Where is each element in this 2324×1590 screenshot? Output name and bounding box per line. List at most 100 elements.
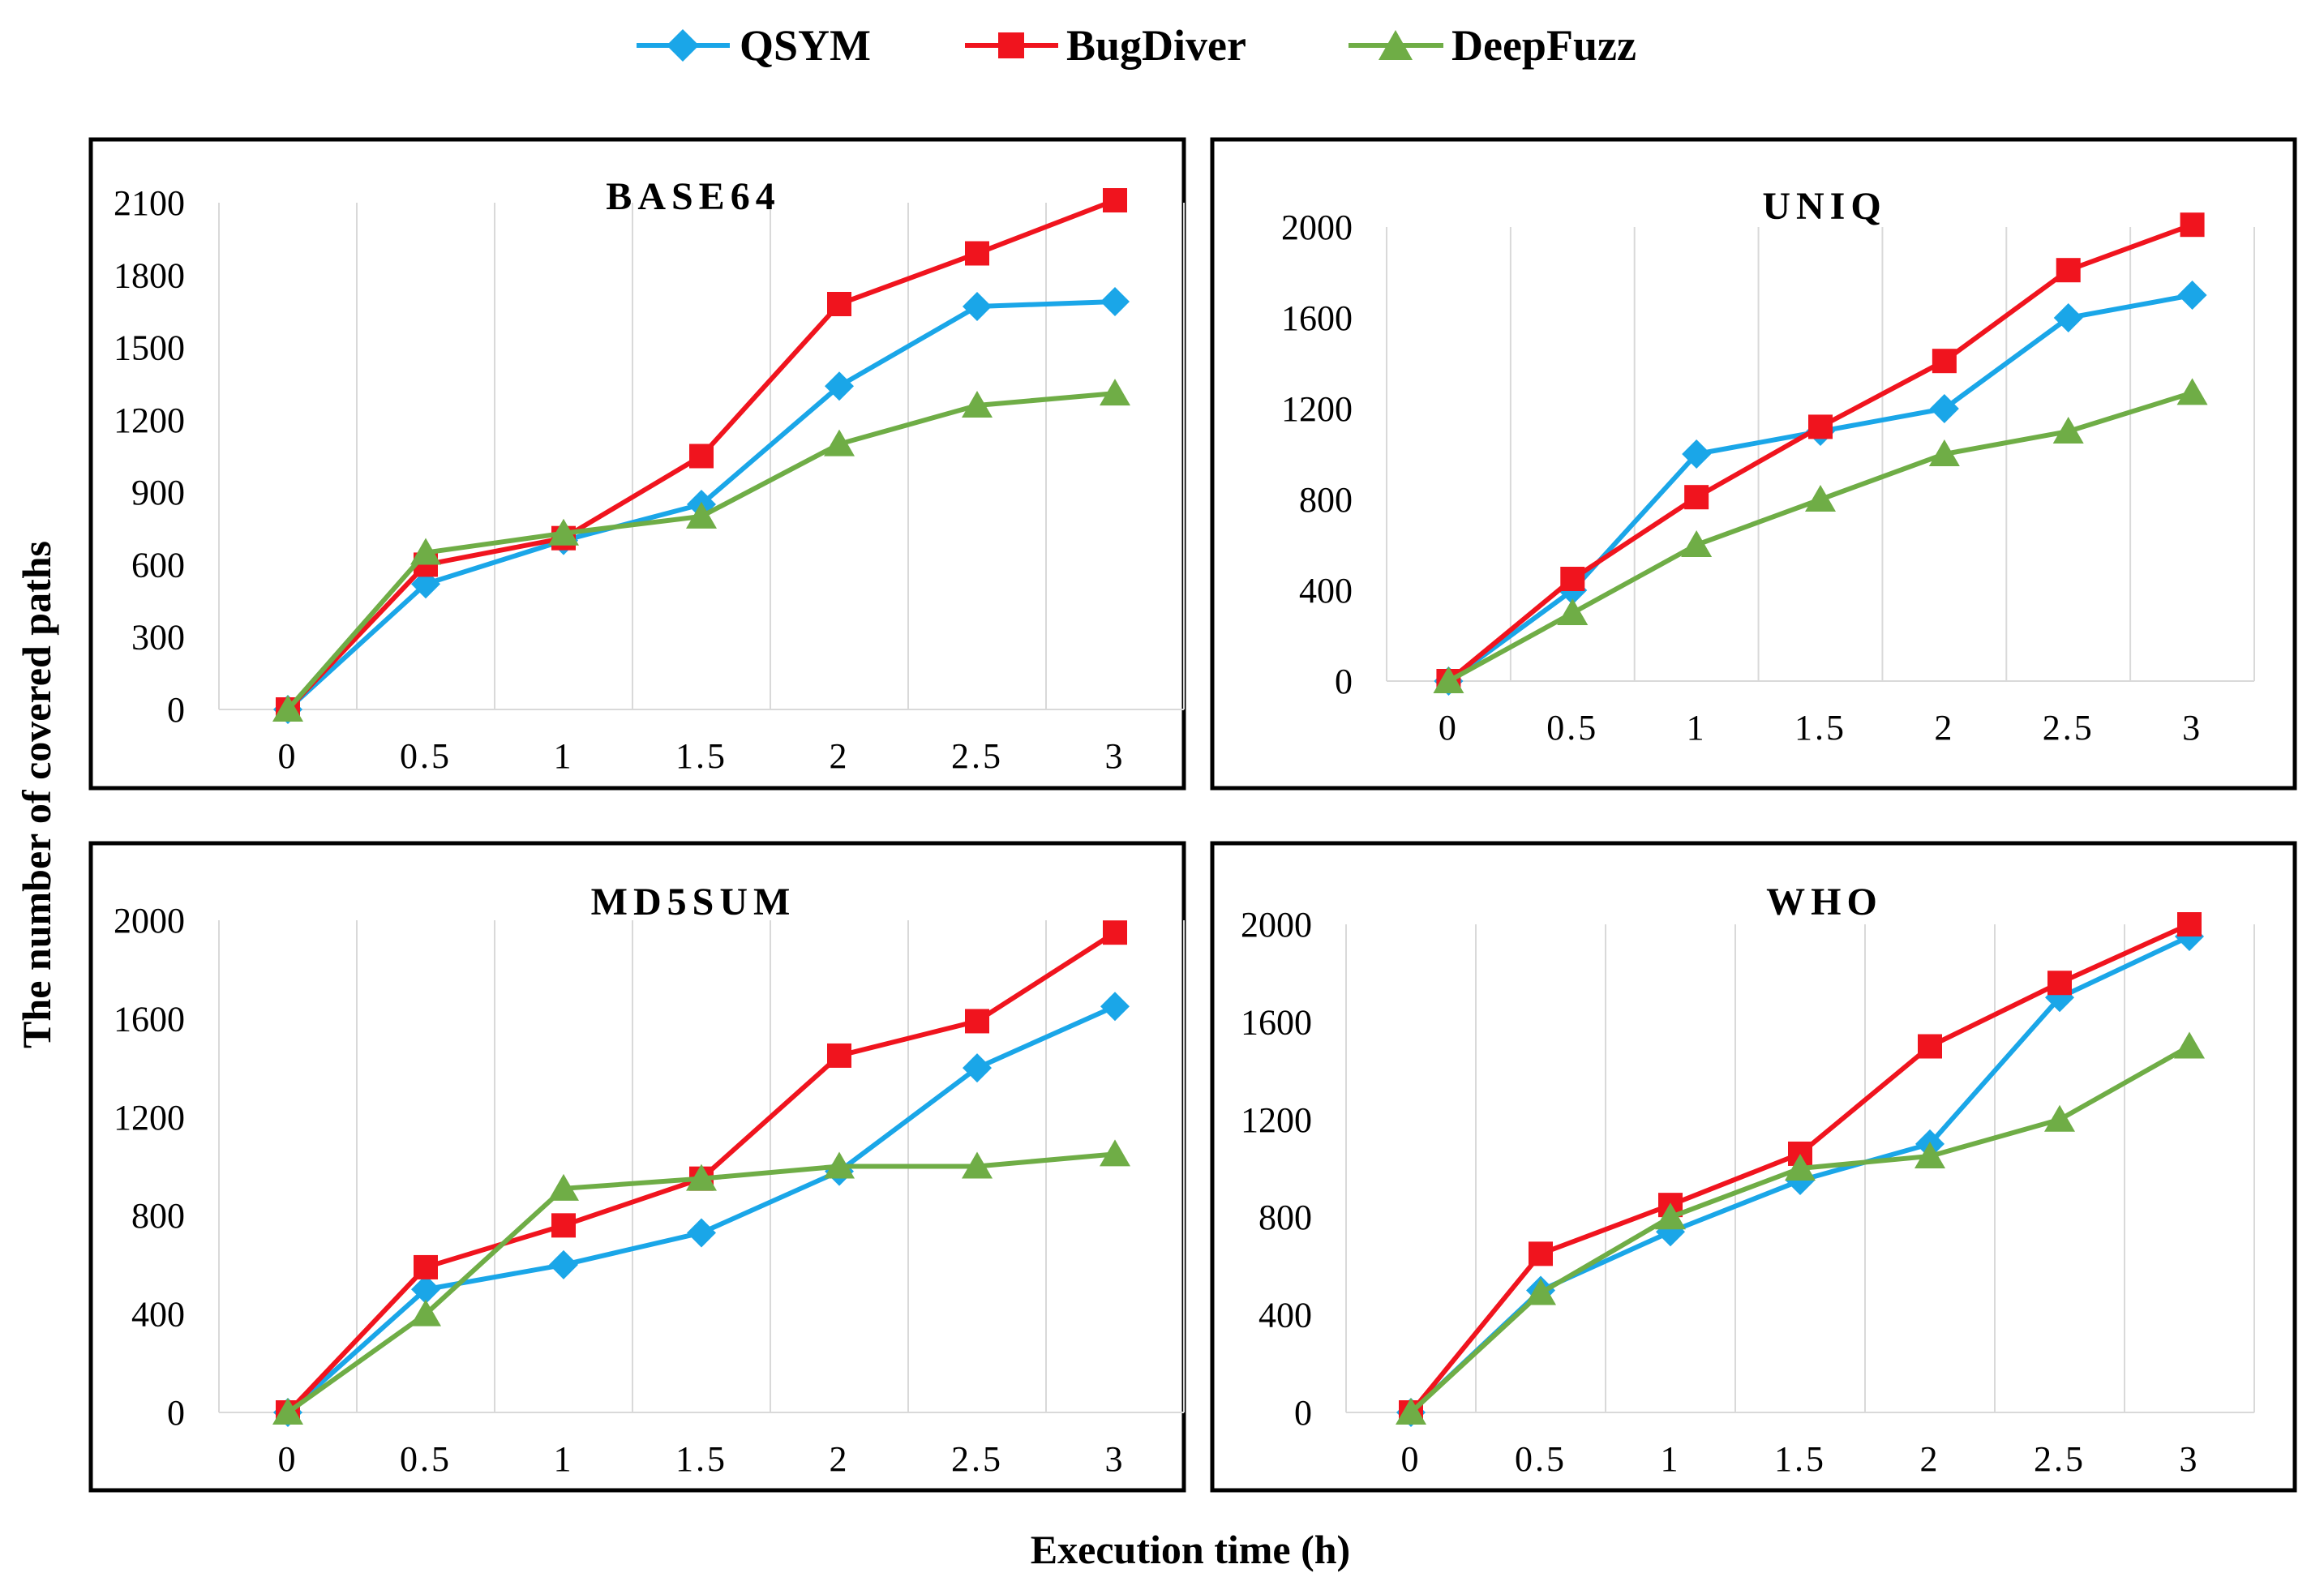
data-point-uniq-bugdiver-2 — [1684, 485, 1709, 510]
data-point-md5sum-qsym-5 — [963, 1053, 992, 1083]
legend-marker-deepfuzz — [1379, 30, 1413, 60]
x-axis-title: Execution time (h) — [1031, 1527, 1350, 1572]
x-tick-label-base64-6: 3 — [1105, 736, 1126, 776]
y-tick-label-uniq-0: 0 — [1335, 662, 1353, 701]
legend-marker-qsym — [667, 29, 699, 62]
data-point-uniq-bugdiver-4 — [1932, 349, 1957, 374]
y-tick-label-who-800: 800 — [1258, 1198, 1312, 1237]
x-tick-label-uniq-5: 2.5 — [2043, 708, 2095, 748]
y-tick-label-who-1200: 1200 — [1241, 1100, 1312, 1140]
x-tick-label-md5sum-0: 0 — [278, 1439, 298, 1479]
x-tick-label-uniq-2: 1 — [1687, 708, 1707, 748]
data-point-base64-bugdiver-5 — [965, 241, 989, 266]
y-tick-label-uniq-800: 800 — [1299, 480, 1353, 520]
legend-label-deepfuzz: DeepFuzz — [1451, 21, 1636, 70]
y-tick-label-uniq-400: 400 — [1299, 571, 1353, 611]
x-tick-label-who-3: 1.5 — [1774, 1439, 1826, 1479]
x-tick-label-who-2: 1 — [1661, 1439, 1681, 1479]
legend-label-qsym: QSYM — [740, 21, 871, 70]
y-tick-label-who-1600: 1600 — [1241, 1002, 1312, 1042]
x-tick-label-md5sum-3: 1.5 — [675, 1439, 727, 1479]
legend-marker-bugdiver — [998, 32, 1024, 58]
x-tick-label-uniq-1: 0.5 — [1546, 708, 1598, 748]
y-tick-label-who-0: 0 — [1294, 1393, 1312, 1433]
x-tick-label-base64-5: 2.5 — [951, 736, 1003, 776]
y-tick-label-uniq-2000: 2000 — [1281, 208, 1353, 247]
data-point-who-deepfuzz-2 — [1655, 1202, 1686, 1230]
y-tick-label-md5sum-2000: 2000 — [114, 901, 185, 941]
data-point-who-deepfuzz-1 — [1525, 1278, 1556, 1305]
data-point-who-bugdiver-5 — [2047, 971, 2072, 996]
data-point-md5sum-bugdiver-2 — [551, 1213, 576, 1238]
data-point-uniq-bugdiver-6 — [2180, 212, 2205, 238]
x-tick-label-base64-2: 1 — [554, 736, 574, 776]
data-point-uniq-deepfuzz-5 — [2052, 417, 2084, 444]
chart-title-base64: BASE64 — [606, 175, 780, 218]
chart-title-uniq: UNIQ — [1762, 185, 1886, 228]
data-point-who-deepfuzz-6 — [2174, 1031, 2205, 1059]
data-point-base64-deepfuzz-1 — [410, 538, 441, 565]
data-point-md5sum-deepfuzz-6 — [1100, 1139, 1130, 1167]
data-point-md5sum-deepfuzz-4 — [824, 1151, 855, 1179]
data-point-md5sum-qsym-3 — [687, 1218, 716, 1248]
data-point-uniq-bugdiver-1 — [1560, 567, 1585, 591]
legend-item-deepfuzz: DeepFuzz — [1349, 21, 1636, 70]
x-tick-label-who-6: 3 — [2180, 1439, 2200, 1479]
data-point-md5sum-bugdiver-4 — [827, 1043, 851, 1068]
data-point-who-deepfuzz-4 — [1915, 1141, 1945, 1168]
y-tick-label-who-2000: 2000 — [1241, 905, 1312, 945]
x-tick-label-uniq-3: 1.5 — [1794, 708, 1846, 748]
y-tick-label-base64-2100: 2100 — [114, 183, 185, 223]
x-tick-label-md5sum-1: 0.5 — [400, 1439, 452, 1479]
x-tick-label-md5sum-5: 2.5 — [951, 1439, 1003, 1479]
data-point-uniq-qsym-6 — [2177, 281, 2207, 310]
panel-who: 0 400 800 1200 1600 2000 0 0.5 1 1.5 2 2.5 3 WHO — [1210, 841, 2297, 1493]
data-point-base64-deepfuzz-3 — [686, 501, 717, 529]
data-point-md5sum-bugdiver-5 — [965, 1009, 989, 1034]
data-point-base64-qsym-4 — [825, 371, 854, 401]
y-tick-label-who-400: 400 — [1258, 1296, 1312, 1335]
data-point-md5sum-deepfuzz-1 — [410, 1299, 441, 1326]
data-point-md5sum-qsym-6 — [1100, 992, 1130, 1022]
x-tick-label-uniq-0: 0 — [1439, 708, 1459, 748]
legend-item-qsym: QSYM — [637, 21, 871, 70]
x-tick-label-base64-4: 2 — [830, 736, 850, 776]
data-point-uniq-qsym-5 — [2053, 303, 2083, 332]
x-tick-label-base64-1: 0.5 — [400, 736, 452, 776]
data-point-who-deepfuzz-5 — [2044, 1104, 2075, 1132]
data-point-base64-qsym-6 — [1100, 287, 1130, 317]
x-tick-label-who-5: 2.5 — [2034, 1439, 2086, 1479]
data-point-who-bugdiver-1 — [1529, 1241, 1553, 1266]
data-point-base64-qsym-5 — [963, 291, 992, 321]
data-point-md5sum-bugdiver-1 — [414, 1254, 438, 1279]
data-point-who-bugdiver-4 — [1918, 1034, 1942, 1059]
x-tick-label-md5sum-4: 2 — [830, 1439, 850, 1479]
data-point-md5sum-deepfuzz-5 — [962, 1151, 993, 1179]
data-point-md5sum-deepfuzz-2 — [548, 1173, 579, 1201]
legend: QSYM BugDiver DeepFuzz — [637, 21, 1636, 70]
data-point-uniq-bugdiver-3 — [1808, 414, 1833, 439]
data-point-uniq-deepfuzz-3 — [1805, 485, 1836, 512]
x-tick-label-who-1: 0.5 — [1515, 1439, 1567, 1479]
data-point-base64-bugdiver-3 — [689, 444, 714, 469]
data-point-md5sum-qsym-2 — [549, 1249, 578, 1279]
panel-base64: 0 300 600 900 1200 1500 1800 2100 0 0.5 1 1.5 2 2.5 3 B… — [88, 137, 1186, 791]
x-tick-label-who-0: 0 — [1401, 1439, 1421, 1479]
data-point-who-bugdiver-6 — [2177, 912, 2202, 936]
data-point-uniq-deepfuzz-4 — [1928, 439, 1960, 466]
data-point-base64-deepfuzz-5 — [962, 391, 993, 418]
data-point-md5sum-deepfuzz-0 — [272, 1398, 303, 1425]
data-point-md5sum-deepfuzz-3 — [686, 1164, 717, 1191]
data-point-base64-deepfuzz-2 — [548, 518, 579, 546]
chart-title-md5sum: MD5SUM — [591, 881, 796, 924]
x-tick-label-base64-0: 0 — [278, 736, 298, 776]
x-tick-label-md5sum-2: 1 — [554, 1439, 574, 1479]
y-tick-label-base64-900: 900 — [131, 473, 185, 512]
data-point-uniq-bugdiver-5 — [2056, 258, 2081, 283]
data-point-base64-bugdiver-4 — [827, 292, 851, 316]
panel-uniq: 0 400 800 1200 1600 2000 0 0.5 1 1.5 2 2.5 3 UNIQ — [1210, 137, 2297, 791]
y-tick-label-base64-300: 300 — [131, 618, 185, 658]
data-point-uniq-deepfuzz-2 — [1681, 530, 1713, 557]
x-tick-label-uniq-4: 2 — [1934, 708, 1954, 748]
